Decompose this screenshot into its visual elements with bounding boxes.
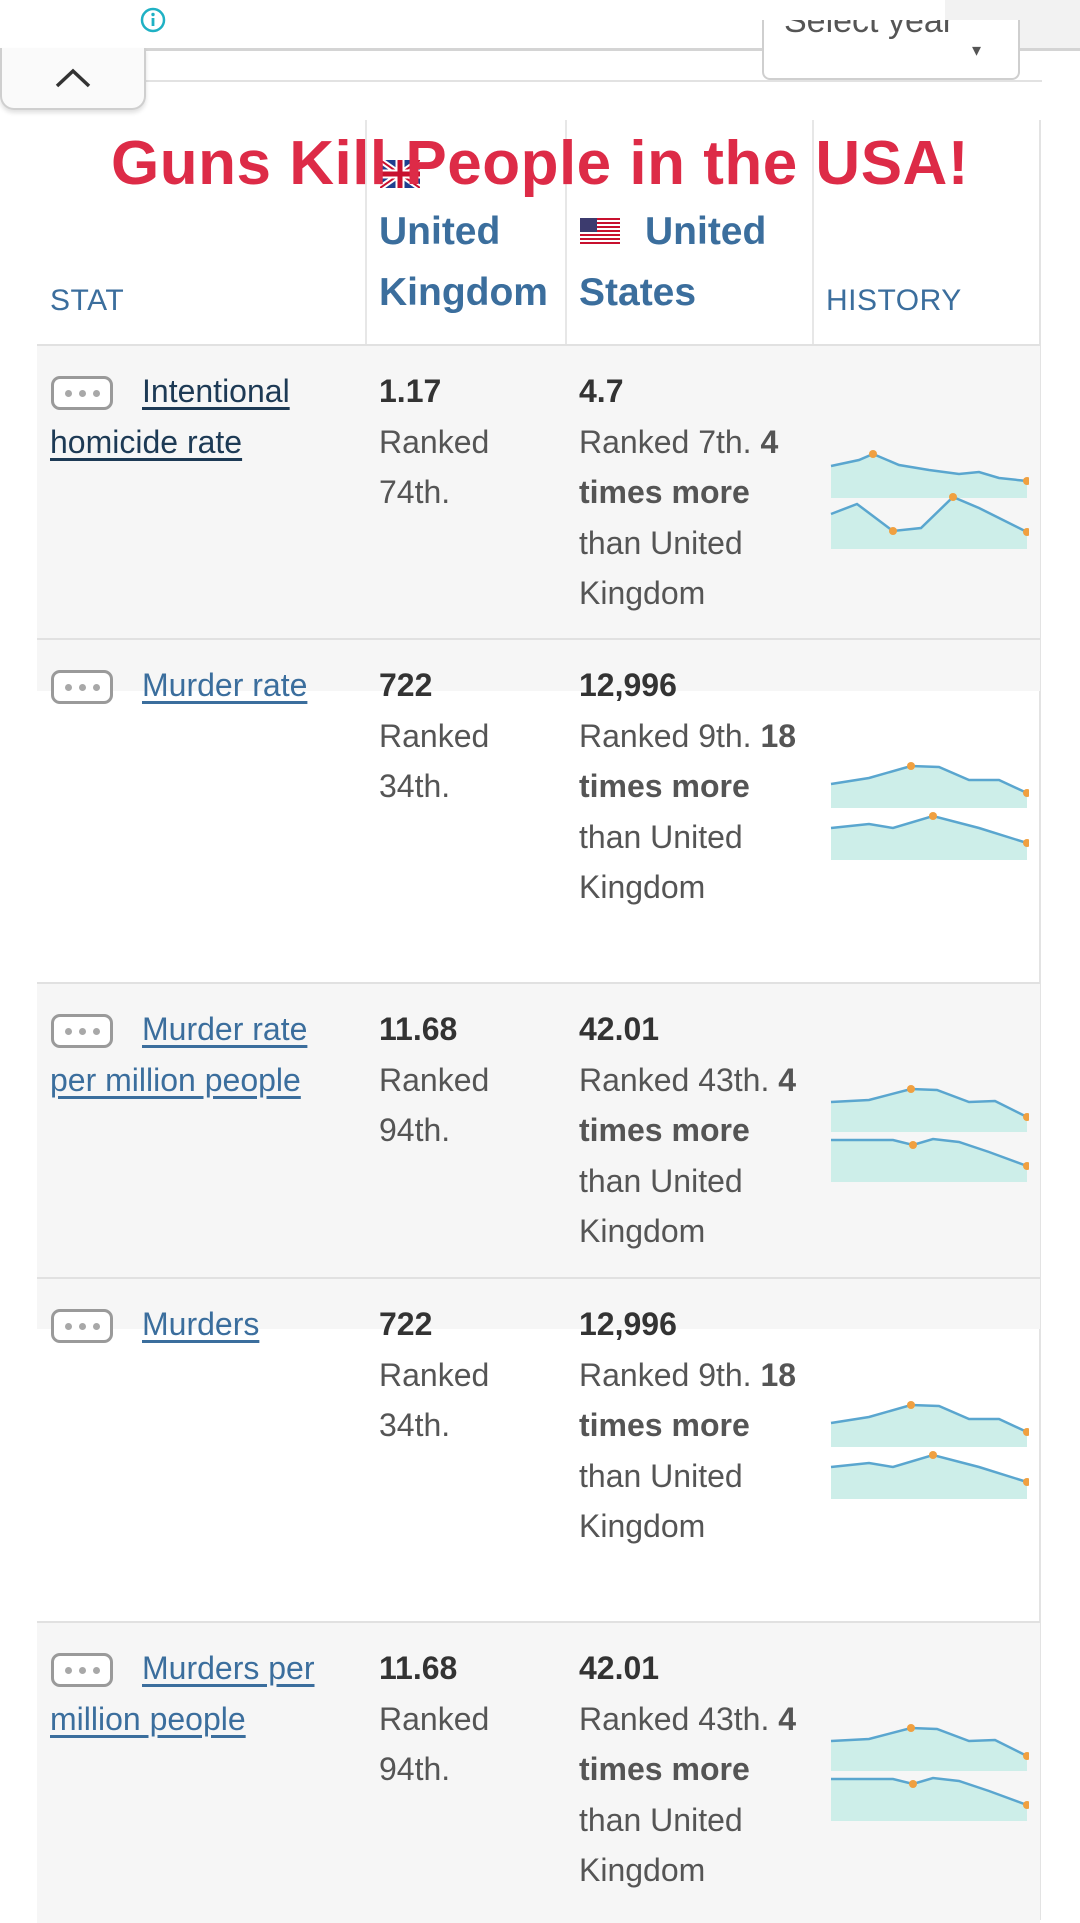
us-rank: Ranked 7th.	[579, 423, 752, 460]
us-value: 12,996	[579, 1306, 677, 1342]
us-value: 4.7	[579, 373, 624, 409]
uk-value: 11.68	[379, 1011, 458, 1047]
uk-value: 1.17	[379, 373, 442, 409]
uk-value: 722	[379, 1306, 433, 1342]
table-row: Murder rate 722 Ranked 34th. 12,996 Rank…	[37, 638, 1040, 985]
uk-rank: Ranked 94th.	[379, 1061, 490, 1149]
more-options-button[interactable]	[51, 1653, 113, 1687]
country-header-uk[interactable]: United Kingdom	[379, 201, 548, 323]
us-value-cell: 42.01 Ranked 43th. 4 times more than Uni…	[579, 1004, 809, 1257]
us-compare-tail: than United Kingdom	[579, 1457, 743, 1545]
uk-value: 722	[379, 667, 433, 703]
uk-flag-icon	[380, 160, 420, 188]
history-column-header: HISTORY	[826, 284, 962, 317]
stat-column-header: STAT	[50, 284, 125, 317]
history-sparkline[interactable]	[829, 758, 1029, 878]
info-circle-icon[interactable]	[140, 7, 166, 33]
stat-link[interactable]: Murder rate	[142, 667, 308, 703]
uk-rank: Ranked 74th.	[379, 423, 490, 511]
more-options-button[interactable]	[51, 1014, 113, 1048]
year-select[interactable]: Select year ▾	[762, 20, 1020, 80]
us-compare-tail: than United Kingdom	[579, 1801, 743, 1889]
uk-rank: Ranked 34th.	[379, 1356, 490, 1444]
us-value: 12,996	[579, 667, 677, 703]
uk-value-cell: 722 Ranked 34th.	[379, 660, 529, 812]
table-right-border	[1039, 120, 1041, 1920]
us-value-cell: 42.01 Ranked 43th. 4 times more than Uni…	[579, 1643, 809, 1896]
header-divider	[142, 80, 1042, 82]
stat-link[interactable]: Intentional homicide rate	[50, 373, 290, 460]
us-compare: 18 times more	[579, 717, 797, 805]
history-sparkline[interactable]	[829, 1397, 1029, 1517]
history-sparkline[interactable]	[829, 1721, 1029, 1841]
more-options-button[interactable]	[51, 670, 113, 704]
us-rank: Ranked 43th.	[579, 1700, 770, 1737]
us-flag-icon	[580, 218, 620, 244]
collapse-button[interactable]	[0, 48, 146, 110]
us-value-cell: 12,996 Ranked 9th. 18 times more than Un…	[579, 660, 809, 913]
table-row: Murders 722 Ranked 34th. 12,996 Ranked 9…	[37, 1277, 1040, 1624]
us-compare: 18 times more	[579, 1356, 797, 1444]
us-value-cell: 12,996 Ranked 9th. 18 times more than Un…	[579, 1299, 809, 1552]
uk-value-cell: 11.68 Ranked 94th.	[379, 1004, 529, 1156]
history-sparkline[interactable]	[829, 1082, 1029, 1202]
us-value-cell: 4.7 Ranked 7th. 4 times more than United…	[579, 366, 809, 619]
column-separator	[365, 120, 367, 345]
stat-link[interactable]: Murders per million people	[50, 1650, 315, 1737]
table-row: Murders per million people 11.68 Ranked …	[37, 1621, 1040, 1923]
history-sparkline[interactable]	[829, 434, 1029, 554]
chevron-up-icon	[55, 68, 91, 88]
year-select-label: Select year	[784, 20, 955, 40]
us-value: 42.01	[579, 1650, 660, 1686]
uk-value: 11.68	[379, 1650, 458, 1686]
column-separator	[565, 120, 567, 345]
uk-value-cell: 1.17 Ranked 74th.	[379, 366, 529, 518]
us-compare-tail: than United Kingdom	[579, 1162, 743, 1250]
country-name-line2[interactable]: States	[579, 271, 697, 314]
overlay-caption: Guns Kill People in the USA!	[111, 129, 969, 198]
country-name-line1[interactable]: United	[645, 210, 767, 253]
us-compare: 4 times more	[579, 1700, 797, 1788]
table-row: Intentional homicide rate 1.17 Ranked 74…	[37, 344, 1040, 691]
more-options-button[interactable]	[51, 376, 113, 410]
uk-rank: Ranked 34th.	[379, 717, 490, 805]
us-compare-tail: than United Kingdom	[579, 818, 743, 906]
us-compare: 4 times more	[579, 423, 779, 511]
country-name-line1[interactable]: United	[379, 210, 501, 253]
table-row: Murder rate per million people 11.68 Ran…	[37, 982, 1040, 1329]
us-compare-tail: than United Kingdom	[579, 524, 743, 612]
stat-link[interactable]: Murder rate per million people	[50, 1011, 308, 1098]
us-rank: Ranked 9th.	[579, 717, 752, 754]
country-name-line2[interactable]: Kingdom	[379, 271, 548, 314]
more-options-button[interactable]	[51, 1309, 113, 1343]
uk-rank: Ranked 94th.	[379, 1700, 490, 1788]
us-value: 42.01	[579, 1011, 660, 1047]
stat-link[interactable]: Murders	[142, 1306, 260, 1342]
uk-value-cell: 722 Ranked 34th.	[379, 1299, 529, 1451]
us-rank: Ranked 9th.	[579, 1356, 752, 1393]
top-divider	[0, 48, 1080, 51]
chevron-down-icon: ▾	[972, 40, 982, 60]
column-separator	[812, 120, 814, 345]
us-rank: Ranked 43th.	[579, 1061, 770, 1098]
uk-value-cell: 11.68 Ranked 94th.	[379, 1643, 529, 1795]
us-compare: 4 times more	[579, 1061, 797, 1149]
country-header-us[interactable]: United States	[579, 201, 766, 323]
